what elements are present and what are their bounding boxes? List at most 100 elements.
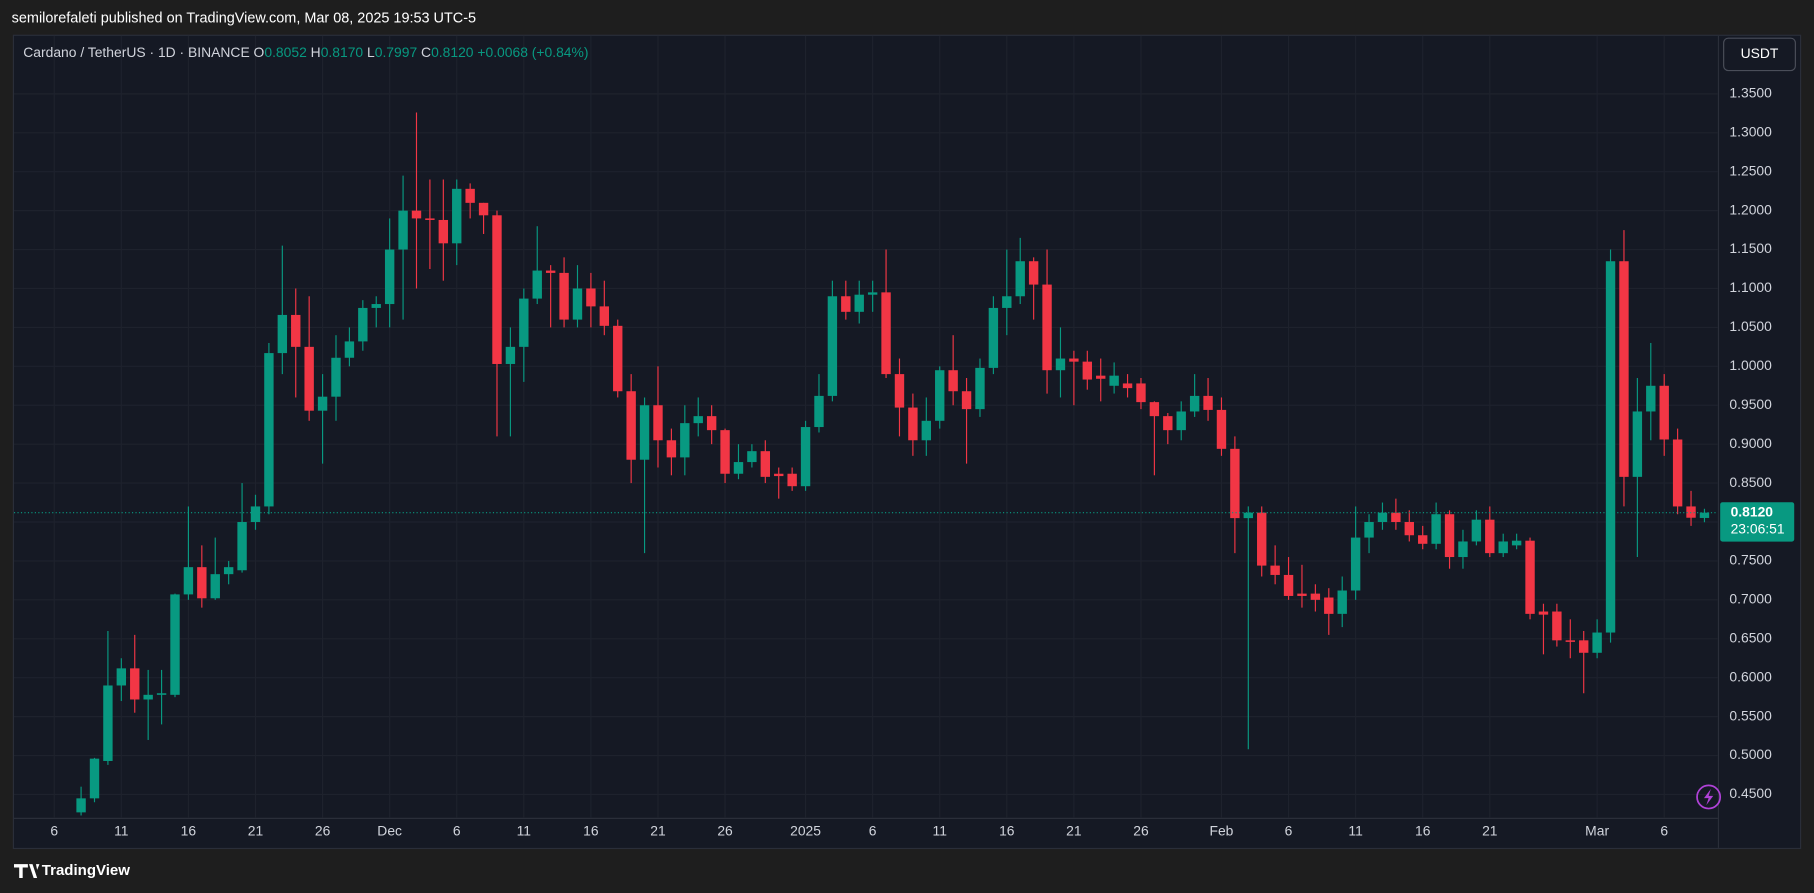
candle-body (1350, 537, 1361, 591)
x-tick-label: 16 (181, 822, 197, 838)
x-tick-label: 6 (1660, 822, 1668, 838)
candle-body (572, 288, 583, 320)
candle-body (1672, 439, 1683, 507)
candle-body (854, 294, 864, 312)
candle-body (867, 292, 878, 295)
candle-body (921, 420, 932, 441)
candle-body (841, 296, 851, 312)
y-tick-label: 0.4500 (1729, 785, 1772, 801)
y-tick-label: 0.9000 (1729, 435, 1772, 451)
candle-body (1686, 506, 1696, 518)
candle-body (1605, 261, 1616, 633)
y-tick-label: 0.6500 (1729, 629, 1772, 645)
labels: 0.4500 0.5000 0.5500 0.6000 0.6500 0.7000 0.75… (50, 85, 1795, 838)
open-value: 0.8052 (264, 44, 307, 60)
candle-body (1418, 535, 1428, 544)
candle-body (1552, 611, 1562, 641)
close-value: 0.8120 (431, 44, 474, 60)
candle-body (639, 405, 650, 460)
y-tick-label: 1.0000 (1729, 357, 1772, 373)
x-tick-label: 26 (1133, 822, 1149, 838)
candle-body (1511, 540, 1522, 546)
candle-body (1189, 395, 1200, 412)
candle-body (1257, 512, 1267, 566)
candle-body (1592, 632, 1602, 653)
candle-body (1471, 519, 1482, 542)
candle-body (183, 567, 194, 595)
candle-body (1015, 261, 1025, 297)
grid (13, 35, 1718, 818)
x-tick-label: 21 (1066, 822, 1082, 838)
candle-body (1270, 565, 1280, 575)
candle-body (1176, 411, 1186, 431)
candle-body (1377, 512, 1388, 523)
candle-body (358, 307, 368, 342)
candle-body (787, 473, 797, 487)
candle-body (760, 451, 771, 477)
candle-body (613, 325, 623, 392)
candle-body (1498, 541, 1508, 554)
candle-body (1699, 512, 1710, 518)
candle-body (1324, 597, 1334, 614)
candle-body (948, 370, 958, 392)
candle-body (304, 346, 314, 411)
brand: TradingView (42, 862, 130, 879)
x-tick-label: 6 (869, 822, 877, 838)
x-tick-label: 16 (583, 822, 599, 838)
y-tick-label: 0.6000 (1729, 668, 1772, 684)
y-tick-label: 0.8500 (1729, 474, 1772, 490)
candle-body (881, 292, 891, 375)
candle-body (76, 798, 86, 813)
candle-body (626, 391, 636, 460)
candle-body (1364, 522, 1374, 538)
published-note: semilorefaleti published on TradingView.… (12, 10, 476, 26)
candle-body (720, 430, 730, 474)
low-value: 0.7997 (375, 44, 418, 60)
candle-body (264, 353, 274, 507)
candle-body (1122, 383, 1133, 389)
candle-body (988, 307, 999, 368)
candle-body (465, 188, 475, 203)
low-key: L (367, 44, 375, 60)
candle-body (210, 574, 220, 599)
y-tick-label: 1.3000 (1729, 123, 1772, 139)
open-key: O (254, 44, 265, 60)
x-tick-label: Feb (1210, 822, 1234, 838)
candle-body (1646, 385, 1656, 412)
candle-body (492, 215, 502, 364)
candle-body (237, 522, 247, 571)
candle-body (1283, 574, 1294, 596)
x-tick-label: 2025 (790, 822, 821, 838)
candle-body (1055, 358, 1066, 371)
candle-body (1431, 514, 1441, 544)
alert-icon[interactable] (1696, 784, 1722, 810)
candle-body (545, 270, 556, 273)
candle-body (599, 306, 610, 326)
candle-body (1444, 514, 1455, 558)
candle-body (1230, 448, 1240, 519)
candle-body (1096, 375, 1106, 379)
candle-body (398, 210, 408, 250)
candle-body (371, 304, 381, 308)
y-tick-label: 0.7000 (1729, 591, 1772, 607)
candle-body (1525, 540, 1535, 614)
candle-body (975, 367, 985, 410)
candle-body (1565, 640, 1575, 642)
candle-body (1216, 409, 1227, 449)
y-tick-label: 0.7500 (1729, 552, 1772, 568)
candle-body (1082, 361, 1093, 380)
candle-body (130, 668, 140, 700)
candle-body (586, 288, 596, 307)
candle-body (1149, 402, 1160, 417)
candle-body (116, 668, 127, 686)
candle-body (1659, 385, 1669, 440)
candle-body (961, 391, 972, 410)
y-tick-label: 0.5500 (1729, 707, 1772, 723)
candles (13, 112, 1718, 816)
currency-button[interactable] (1723, 37, 1796, 72)
candle-body (774, 473, 784, 477)
candle-body (1391, 512, 1401, 523)
candle-body (425, 218, 435, 220)
candle-body (277, 314, 288, 354)
candle-body (1404, 522, 1414, 536)
